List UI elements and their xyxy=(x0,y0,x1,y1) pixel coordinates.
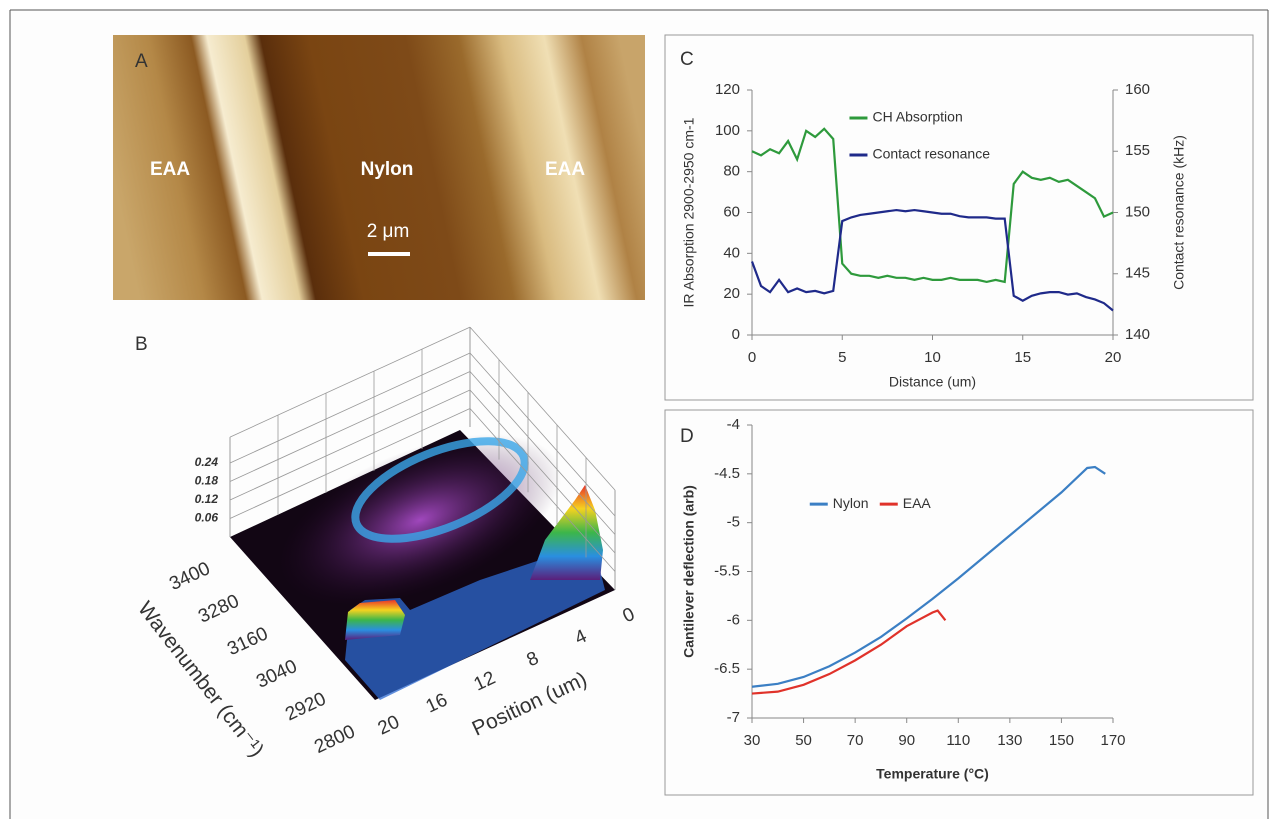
legend-label: CH Absorption xyxy=(872,109,962,125)
y2-tick-label: 150 xyxy=(1125,203,1150,220)
x-axis-label: Distance (um) xyxy=(889,374,976,390)
y-tick-label: 0 xyxy=(732,326,740,343)
z-tick-label: 0.12 xyxy=(195,492,219,506)
x-tick-label: 110 xyxy=(946,732,970,749)
y-tick-label: 20 xyxy=(723,285,740,302)
y-axis-label: Cantilever deflection (arb) xyxy=(681,485,697,658)
z-tick-label: 0.18 xyxy=(195,474,219,488)
y-tick-label: 40 xyxy=(723,244,740,261)
region-label: Nylon xyxy=(361,159,414,180)
x-tick-label: 10 xyxy=(924,349,941,366)
y2-axis-label: Contact resonance (kHz) xyxy=(1171,135,1187,290)
x-tick-label: 170 xyxy=(1100,732,1125,749)
legend-label: Nylon xyxy=(833,495,869,511)
x-axis-label: Temperature (°C) xyxy=(876,766,989,782)
panel-label: D xyxy=(680,426,694,447)
y-tick-label: -4 xyxy=(727,416,740,433)
x-tick-label: 50 xyxy=(795,732,812,749)
y-axis-label: IR Absorption 2900-2950 cm-1 xyxy=(681,117,697,307)
x-tick-label: 90 xyxy=(898,732,915,749)
x-tick-label: 0 xyxy=(748,349,756,366)
legend-label: EAA xyxy=(903,495,932,511)
y-tick-label: 100 xyxy=(715,122,740,139)
panel-label: A xyxy=(135,51,148,72)
y-tick-label: -6.5 xyxy=(714,660,740,677)
y2-tick-label: 140 xyxy=(1125,326,1150,343)
x-tick-label: 15 xyxy=(1014,349,1031,366)
y-tick-label: 60 xyxy=(723,203,740,220)
scale-bar-label: 2 μm xyxy=(367,221,410,242)
y-tick-label: -5.5 xyxy=(714,562,740,579)
y-tick-label: -7 xyxy=(727,709,740,726)
x-tick-label: 150 xyxy=(1049,732,1074,749)
y-tick-label: 120 xyxy=(715,81,740,98)
z-tick-label: 0.24 xyxy=(195,455,219,469)
x-tick-label: 130 xyxy=(997,732,1022,749)
panel-label: B xyxy=(135,334,148,355)
afm-image-panel: A EAA Nylon EAA 2 μm xyxy=(113,35,645,300)
region-label: EAA xyxy=(150,159,190,180)
y2-tick-label: 160 xyxy=(1125,81,1150,98)
y-tick-label: -5 xyxy=(727,514,740,531)
y2-tick-label: 145 xyxy=(1125,265,1150,282)
y-tick-label: -6 xyxy=(727,611,740,628)
x-tick-label: 20 xyxy=(1105,349,1122,366)
legend-label: Contact resonance xyxy=(872,146,990,162)
z-tick-label: 0.06 xyxy=(195,511,219,525)
x-tick-label: 5 xyxy=(838,349,846,366)
region-label: EAA xyxy=(545,159,585,180)
panel-label: C xyxy=(680,49,694,70)
x-tick-label: 30 xyxy=(744,732,761,749)
figure: A EAA Nylon EAA 2 μm 0481216202800292030… xyxy=(0,0,1278,819)
x-tick-label: 70 xyxy=(847,732,864,749)
y-tick-label: 80 xyxy=(723,163,740,180)
y2-tick-label: 155 xyxy=(1125,142,1150,159)
y-tick-label: -4.5 xyxy=(714,465,740,482)
